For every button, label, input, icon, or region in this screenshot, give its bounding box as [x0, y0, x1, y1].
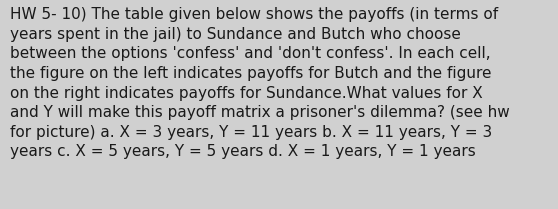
Text: HW 5- 10) The table given below shows the payoffs (in terms of
years spent in th: HW 5- 10) The table given below shows th… [10, 7, 510, 159]
